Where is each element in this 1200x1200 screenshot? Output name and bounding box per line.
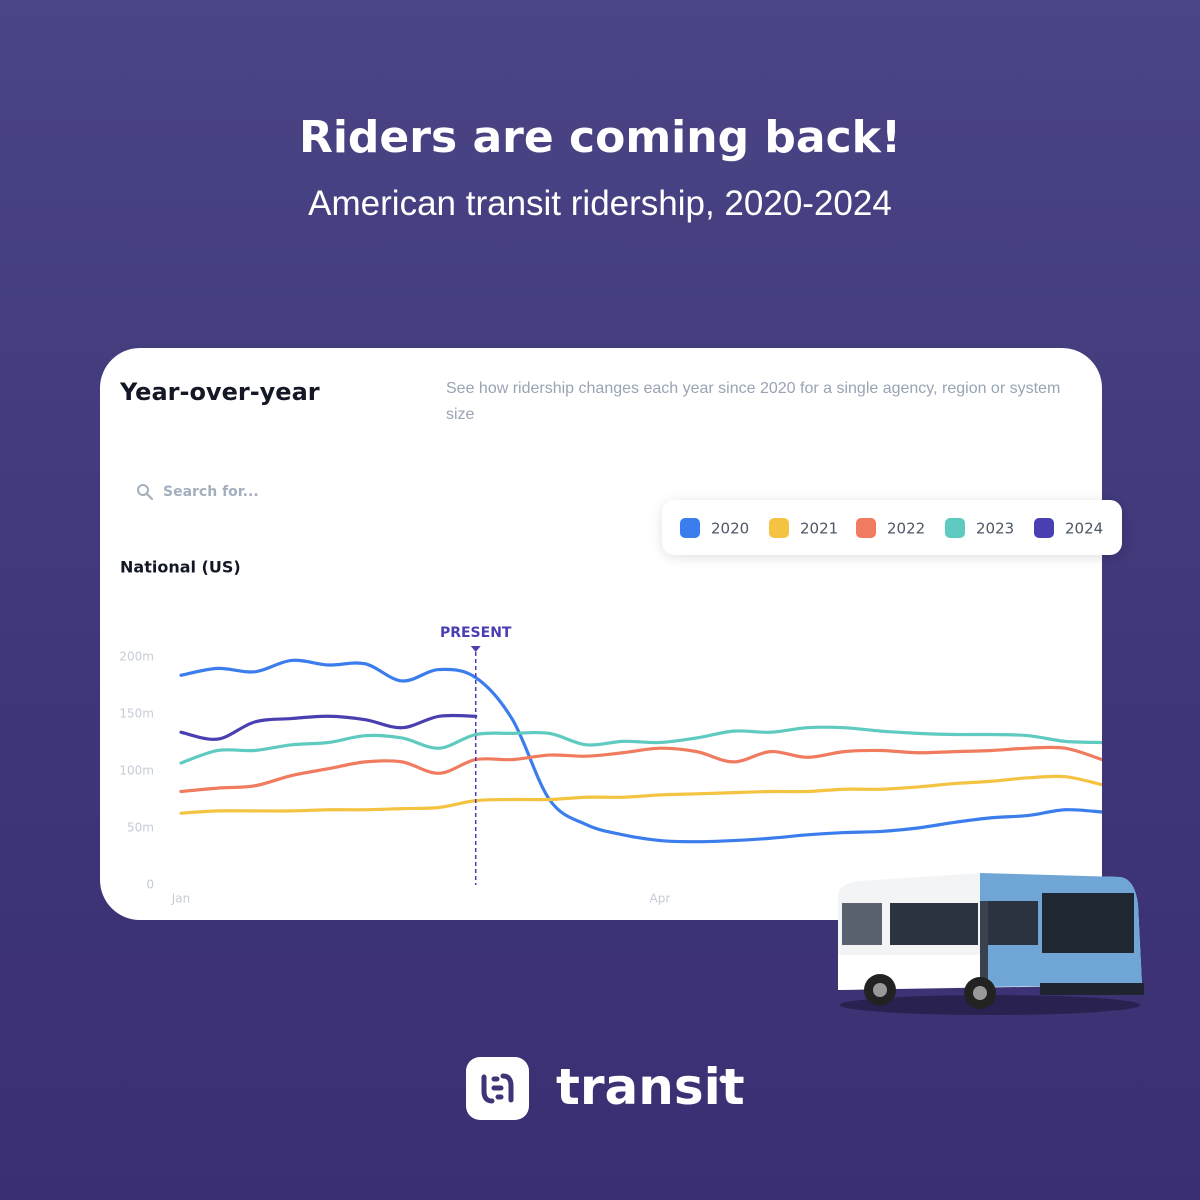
legend: 2020 2021 2022 2023 2024	[662, 500, 1122, 555]
card-description: See how ridership changes each year sinc…	[446, 380, 1061, 423]
present-marker	[470, 646, 481, 652]
legend-swatch	[1034, 518, 1054, 538]
chart: National (US) 0 50m 100m 150m 200m Jan Apr PRES…	[119, 558, 1102, 906]
bus-illustration	[838, 873, 1144, 1015]
y-tick-label: 100m	[119, 764, 154, 778]
chart-card: National (US) 0 50m 100m 150m 200m Jan Apr PRES…	[100, 348, 1102, 920]
brand-dot	[719, 1075, 727, 1083]
headline: Riders are coming back!	[298, 112, 902, 163]
legend-label: 2024	[1065, 520, 1103, 538]
legend-label: 2023	[976, 520, 1014, 538]
chart-title: National (US)	[120, 558, 241, 577]
series-line	[179, 713, 478, 741]
series-line	[179, 725, 1102, 765]
legend-label: 2021	[800, 520, 838, 538]
legend-swatch	[680, 518, 700, 538]
present-label: PRESENT	[440, 625, 512, 641]
subheadline: American transit ridership, 2020-2024	[308, 184, 892, 223]
y-tick-label: 150m	[119, 707, 154, 721]
legend-label: 2020	[711, 520, 749, 538]
legend-items: 2020 2021 2022 2023 2024	[680, 518, 1103, 538]
series-line	[179, 745, 1102, 794]
y-tick-label: 200m	[119, 650, 154, 664]
brand-name: transit	[556, 1058, 745, 1116]
x-tick-label: Jan	[171, 892, 191, 906]
series-line	[179, 774, 1102, 815]
legend-label: 2022	[887, 520, 925, 538]
brand-logo	[466, 1057, 529, 1120]
legend-swatch	[945, 518, 965, 538]
series-line	[179, 658, 1102, 844]
y-tick-label: 0	[146, 878, 154, 892]
search-icon	[137, 484, 154, 501]
y-tick-label: 50m	[127, 821, 154, 835]
legend-swatch	[856, 518, 876, 538]
card-title: Year-over-year	[120, 378, 320, 406]
search-input[interactable]: Search for...	[163, 484, 259, 500]
legend-swatch	[769, 518, 789, 538]
x-tick-label: Apr	[650, 892, 671, 906]
